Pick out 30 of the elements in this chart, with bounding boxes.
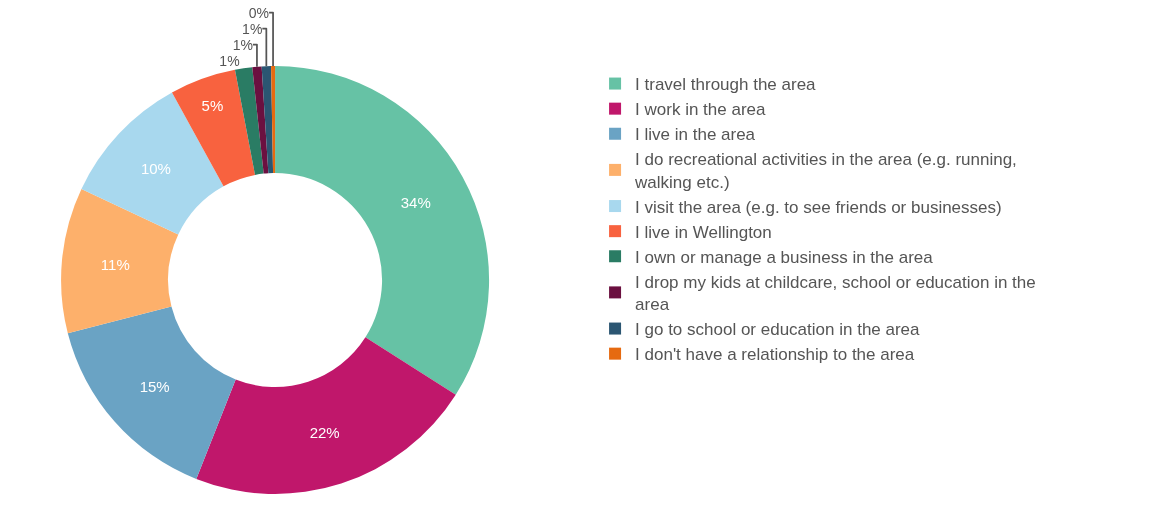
data-label: 15% [139,377,170,395]
data-label: 5% [201,97,224,115]
donut-slice [261,66,274,174]
data-label: 0% [248,4,270,21]
donut-slice [171,69,256,187]
data-label: 10% [140,159,171,177]
donut-slice [196,337,456,494]
legend-label: I live in Wellington [635,222,772,242]
data-label: 22% [309,424,340,442]
legend-label: I work in the area [635,100,767,120]
data-label: 1% [219,52,240,69]
donut-slice [252,66,269,174]
donut-slice [271,66,276,174]
data-label: 11% [100,256,130,274]
legend-label: I travel through the area [635,75,817,95]
legend-label: I go to school or education in the area [635,320,921,340]
donut-slice [61,188,179,334]
data-label: 1% [232,36,253,53]
donut-slice [275,66,489,395]
legend-label: I do recreational activities in the area (e.g. running, walking etc.) [634,150,1017,192]
legend-label: I visit the area (e.g. to see friends or businesses) [635,197,1002,217]
data-label: 1% [242,20,263,37]
donut-slice [67,306,236,479]
donut-slice [81,92,224,235]
data-label: 34% [400,194,431,212]
legend-label: I live in the area [635,125,756,145]
legend-label: I don't have a relationship to the area [635,345,915,365]
legend-label: I own or manage a business in the area [635,247,934,267]
donut-slice [234,67,264,175]
legend-label: I drop my kids at childcare, school or education in the area [635,272,1036,315]
